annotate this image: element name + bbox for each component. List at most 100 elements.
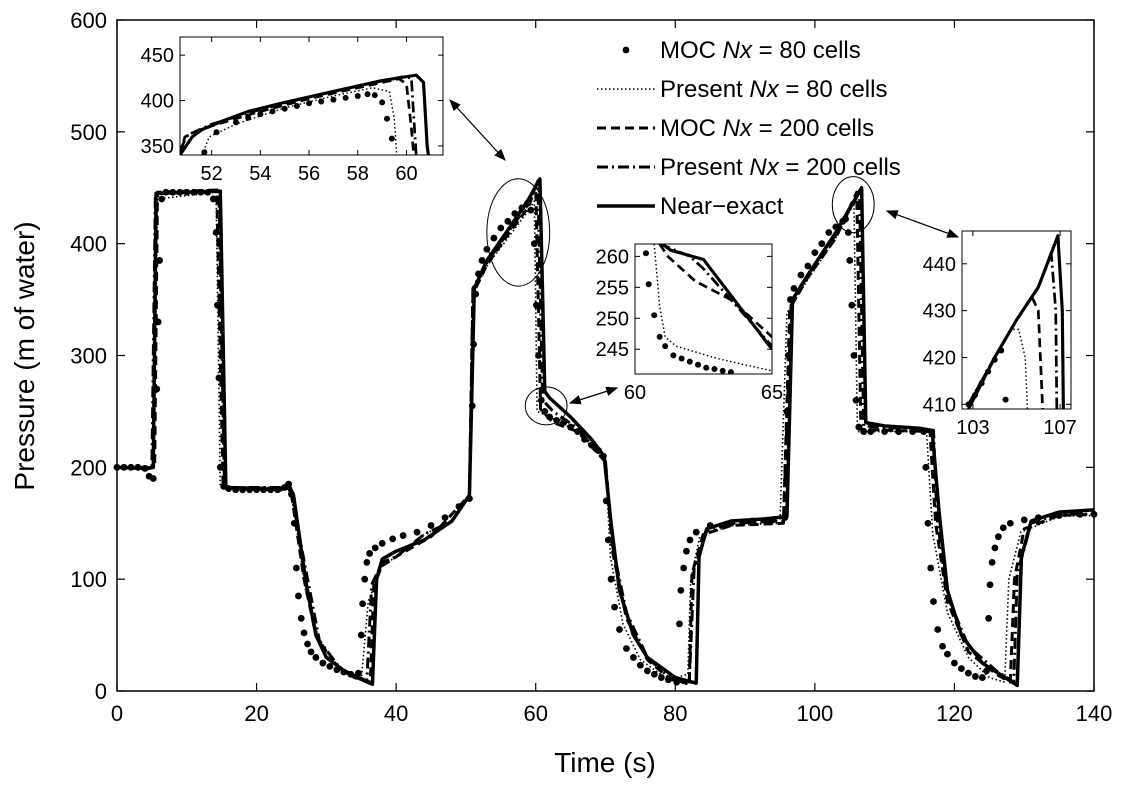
moc-80-marker: [650, 670, 658, 678]
inset-y-tick-label: 350: [141, 136, 174, 158]
moc-80-marker: [357, 631, 365, 639]
inset-y-tick-label: 420: [923, 347, 956, 369]
inset-plot: [180, 73, 430, 155]
inset-y-tick-label: 410: [923, 394, 956, 416]
moc-80-marker: [787, 296, 794, 303]
moc-80-marker: [930, 598, 937, 605]
moc-80-marker: [927, 564, 935, 572]
moc-80-marker: [553, 416, 561, 424]
moc-80-marker: [319, 659, 327, 667]
inset-plot: [642, 244, 772, 374]
moc-80-marker: [267, 486, 274, 494]
moc-80-marker: [676, 620, 683, 628]
inset-moc-80-marker: [656, 333, 663, 340]
legend-label-var: Nx: [749, 154, 779, 181]
moc-80-marker: [664, 676, 672, 684]
moc-80-marker: [232, 486, 240, 494]
moc-80-marker: [636, 661, 644, 669]
moc-80-marker: [413, 528, 421, 536]
inset-moc-80-marker: [703, 364, 710, 371]
inset-moc-80-marker: [342, 94, 349, 101]
moc-80-marker: [190, 188, 198, 196]
inset-moc-80-marker: [711, 366, 718, 373]
moc-80-marker: [478, 257, 486, 264]
inset-x-tick-label: 60: [624, 382, 646, 404]
moc-80-marker: [769, 516, 777, 524]
inset-y-tick-label: 440: [923, 254, 956, 276]
inset-line-dotted: [653, 244, 772, 372]
moc-80-marker: [307, 648, 315, 656]
moc-80-marker: [304, 640, 311, 648]
moc-80-marker: [497, 224, 505, 232]
moc-80-marker: [623, 645, 630, 652]
moc-80-marker: [490, 234, 498, 242]
moc-80-marker: [748, 517, 756, 525]
y-tick-label: 600: [70, 8, 107, 33]
moc-80-marker: [832, 223, 840, 231]
inset-line-dashdot: [967, 253, 1059, 409]
moc-80-marker: [999, 524, 1007, 532]
inset-moc-80-marker: [642, 250, 649, 257]
moc-80-marker: [939, 642, 946, 650]
moc-80-marker: [607, 575, 615, 583]
moc-80-marker: [983, 667, 990, 675]
moc-80-marker: [537, 396, 545, 404]
moc-80-marker: [541, 408, 549, 415]
legend-label-prefix: Present: [660, 76, 749, 103]
moc-80-marker: [176, 188, 184, 196]
moc-80-marker: [215, 374, 223, 382]
legend-label-suffix: = 80 cells: [779, 76, 888, 103]
moc-80-marker: [246, 486, 253, 494]
inset-y-tick-label: 260: [596, 246, 629, 268]
x-tick-label: 20: [244, 701, 268, 726]
moc-80-marker: [818, 240, 826, 248]
moc-80-marker: [567, 423, 575, 431]
inset-x-tick-label: 52: [201, 163, 223, 185]
inset-x-tick-label: 107: [1043, 417, 1076, 439]
moc-80-marker: [692, 528, 700, 536]
moc-80-marker: [156, 257, 163, 264]
moc-80-marker: [811, 249, 819, 257]
inset-y-tick-label: 400: [141, 91, 174, 113]
moc-80-marker: [922, 463, 930, 471]
moc-80-marker: [988, 558, 996, 566]
x-tick-label: 80: [663, 701, 687, 726]
moc-80-marker: [825, 229, 833, 236]
moc-80-marker: [781, 514, 789, 522]
moc-80-marker: [600, 452, 607, 460]
moc-80-marker: [951, 659, 958, 667]
moc-80-marker: [855, 423, 863, 431]
moc-80-marker: [260, 486, 267, 494]
inset-moc-80-marker: [645, 281, 652, 288]
legend-label-prefix: MOC: [660, 115, 723, 142]
inset-moc-80-marker: [293, 102, 300, 109]
moc-80-marker: [602, 497, 610, 505]
x-tick-label: 0: [111, 701, 123, 726]
x-tick-label: 120: [936, 701, 973, 726]
inset-moc-80-marker: [670, 352, 677, 359]
inset-moc-80-marker: [998, 347, 1005, 354]
inset-y-tick-label: 450: [141, 45, 174, 67]
legend-label-suffix: = 80 cells: [752, 37, 861, 64]
moc-80-marker: [366, 550, 374, 557]
moc-80-marker: [297, 614, 305, 622]
inset-x-tick-label: 54: [249, 163, 271, 185]
inset-frame: [634, 243, 773, 375]
inset-moc-80-marker: [991, 356, 998, 363]
moc-80-marker: [686, 536, 694, 544]
inset-line-dotted: [967, 328, 1029, 409]
moc-80-marker: [169, 188, 177, 196]
y-tick-label: 400: [70, 232, 107, 257]
inset-moc-80-marker: [965, 401, 972, 408]
legend-label-prefix: Present: [660, 154, 749, 181]
inset-moc-80-marker: [364, 91, 371, 98]
inset-moc-80-marker: [371, 92, 378, 99]
moc-80-marker: [504, 217, 512, 225]
moc-80-marker: [881, 428, 889, 435]
inset-x-tick-label: 103: [956, 417, 989, 439]
moc-80-marker: [867, 428, 875, 435]
moc-80-marker: [523, 200, 531, 207]
inset-moc-80-marker: [662, 343, 669, 350]
moc-80-marker: [378, 539, 386, 547]
